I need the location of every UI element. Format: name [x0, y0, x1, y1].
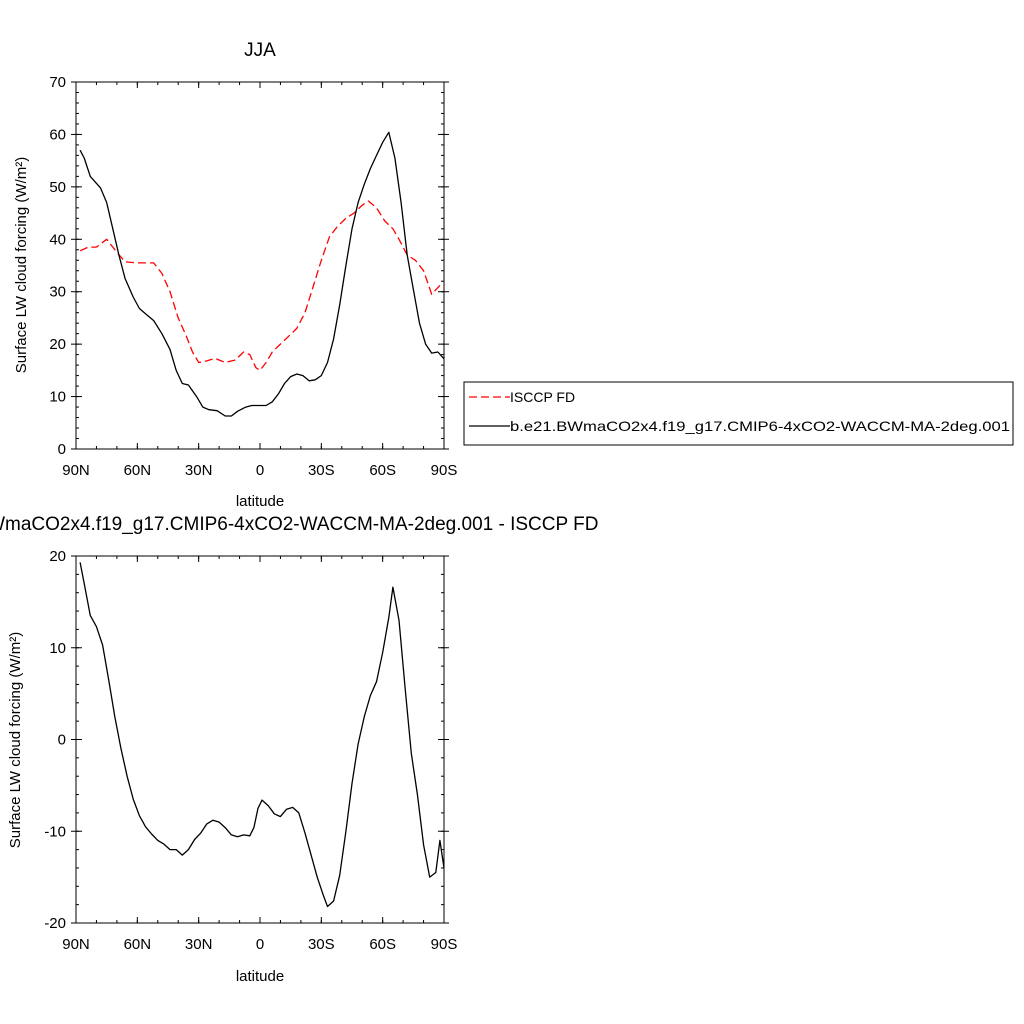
top-xtick-label: 30S: [308, 462, 335, 479]
top-series-line-model: [79, 131, 445, 417]
bottom-xtick-label: 30S: [308, 936, 335, 953]
top-ytick-label: 0: [58, 441, 66, 458]
bottom-ytick-label: 0: [58, 732, 66, 749]
top-xtick-label: 30N: [185, 462, 213, 479]
bottom-x-tick-labels: 90N 60N 30N 0 30S 60S 90S: [62, 936, 457, 953]
bottom-panel-title: b.e21.BWmaCO2x4.f19_g17.CMIP6-4xCO2-WACC…: [0, 514, 598, 535]
top-ytick-label: 40: [49, 231, 66, 248]
top-y-tick-labels: 0 10 20 30 40 50 60 70: [49, 74, 66, 458]
bottom-y-axis-label: Surface LW cloud forcing (W/m²): [7, 632, 24, 848]
bottom-y-tick-labels: -20 -10 0 10 20: [44, 548, 66, 932]
top-ytick-label: 50: [49, 179, 66, 196]
top-xtick-label: 90N: [62, 462, 90, 479]
top-panel: JJA 90N 60N 30N 0 30S 60S 90S 010203040506070 …: [13, 40, 1014, 510]
bottom-ytick-label: -20: [44, 915, 66, 932]
bottom-ytick-label: 10: [49, 640, 66, 657]
bottom-xtick-label: 60S: [369, 936, 396, 953]
bottom-xtick-label: 30N: [185, 936, 213, 953]
top-ytick-label: 20: [49, 336, 66, 353]
legend: ISCCP FD b.e21.BWmaCO2x4.f19_g17.CMIP6-4…: [463, 381, 1014, 446]
top-ytick-label: 70: [49, 74, 66, 91]
bottom-ytick-label: -10: [44, 823, 66, 840]
bottom-xtick-label: 60N: [124, 936, 152, 953]
bottom-series-layer: [79, 562, 445, 908]
bottom-ytick-label: 20: [49, 548, 66, 565]
top-tick-marks: [71, 81, 449, 450]
top-panel-title: JJA: [244, 40, 276, 61]
top-xtick-label: 90S: [431, 462, 458, 479]
top-x-axis-label: latitude: [236, 493, 284, 510]
bottom-tick-marks: [71, 555, 449, 924]
bottom-xtick-label: 90S: [431, 936, 458, 953]
legend-label-isccp: ISCCP FD: [510, 389, 575, 405]
top-ytick-label: 30: [49, 284, 66, 301]
top-x-tick-labels: 90N 60N 30N 0 30S 60S 90S: [62, 462, 457, 479]
top-series-layer: [79, 131, 445, 417]
bottom-series-line-model: [79, 562, 445, 908]
bottom-xtick-label: 90N: [62, 936, 90, 953]
top-xtick-label: 60N: [124, 462, 152, 479]
legend-label-model: b.e21.BWmaCO2x4.f19_g17.CMIP6-4xCO2-WACC…: [510, 418, 1010, 434]
top-series-line-isccp-fd: [79, 200, 441, 372]
top-ytick-label: 10: [49, 389, 66, 406]
bottom-x-axis-label: latitude: [236, 968, 284, 985]
legend-box: [463, 381, 1014, 446]
top-y-axis-label: Surface LW cloud forcing (W/m²): [13, 157, 30, 373]
bottom-xtick-label: 0: [256, 936, 264, 953]
top-ytick-label: 60: [49, 126, 66, 143]
top-xtick-label: 60S: [369, 462, 396, 479]
bottom-panel: b.e21.BWmaCO2x4.f19_g17.CMIP6-4xCO2-WACC…: [0, 514, 598, 985]
top-xtick-label: 0: [256, 462, 264, 479]
